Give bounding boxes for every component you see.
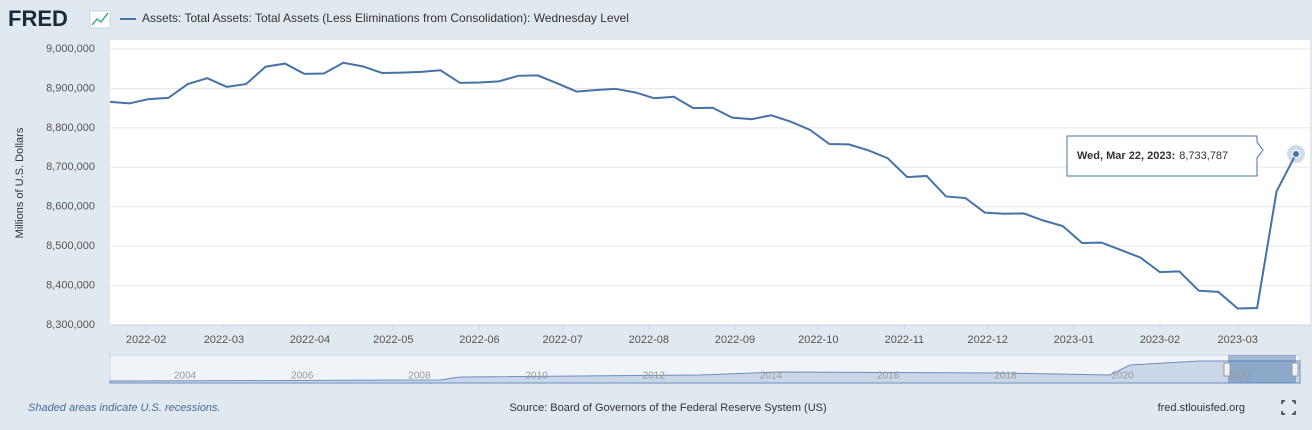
y-tick-label: 8,600,000 (46, 201, 95, 213)
hover-point (1292, 149, 1300, 158)
navigator-label: 2008 (408, 371, 431, 382)
tooltip-box (1066, 135, 1264, 177)
x-tick-label: 2022-10 (798, 334, 838, 346)
y-tick-label: 8,700,000 (46, 161, 95, 173)
navigator-label: 2014 (760, 371, 783, 382)
site-link[interactable]: fred.stlouisfed.org (1158, 402, 1245, 414)
x-tick-label: 2022-12 (968, 334, 1008, 346)
navigator-label: 2020 (1111, 371, 1134, 382)
y-tick-label: 8,800,000 (46, 122, 95, 134)
x-tick-label: 2022-07 (543, 334, 583, 346)
navigator-label: 2010 (525, 371, 548, 382)
x-tick-label: 2022-06 (459, 334, 499, 346)
logo-icon (89, 10, 111, 29)
navigator-label: 2018 (994, 371, 1017, 382)
x-tick-label: 2022-03 (204, 334, 244, 346)
navigator-label: 2006 (291, 371, 314, 382)
data-line (109, 61, 1297, 310)
plot-area (110, 40, 1310, 325)
tooltip-text: Wed, Mar 22, 2023: 8,733,787 (1077, 150, 1228, 162)
x-tick-label: 2022-11 (885, 334, 925, 346)
recession-note: Shaded areas indicate U.S. recessions. (28, 402, 221, 414)
y-tick-label: 8,400,000 (46, 279, 95, 291)
y-tick-label: 8,900,000 (46, 82, 95, 94)
x-tick-label: 2022-05 (373, 334, 413, 346)
y-tick-label: 8,500,000 (46, 240, 95, 252)
x-tick-label: 2022-02 (126, 334, 166, 346)
x-tick-label: 2022-09 (715, 334, 755, 346)
source: Source: Board of Governors of the Federa… (509, 402, 826, 414)
legend-label: Assets: Total Assets: Total Assets (Less… (142, 11, 629, 25)
navigator-label: 2004 (174, 371, 197, 382)
tooltip-value: 8,733,787 (1179, 150, 1228, 162)
tooltip-date: Wed, Mar 22, 2023: (1077, 150, 1175, 162)
x-tick-label: 2023-01 (1054, 334, 1094, 346)
navigator (109, 354, 1301, 384)
logo: FRED (8, 6, 68, 31)
fullscreen-button[interactable] (1281, 400, 1296, 415)
x-tick-label: 2022-08 (629, 334, 669, 346)
navigator-label: 2016 (877, 371, 900, 382)
navigator-label: 2012 (643, 371, 666, 382)
y-tick-label: 9,000,000 (46, 43, 95, 55)
navigator-label: 2022 (1229, 371, 1252, 382)
y-tick-label: 8,300,000 (46, 319, 95, 331)
x-tick-label: 2023-02 (1140, 334, 1180, 346)
y-axis-label: Millions of U.S. Dollars (14, 127, 26, 238)
x-tick-label: 2023-03 (1217, 334, 1257, 346)
x-tick-label: 2022-04 (290, 334, 330, 346)
